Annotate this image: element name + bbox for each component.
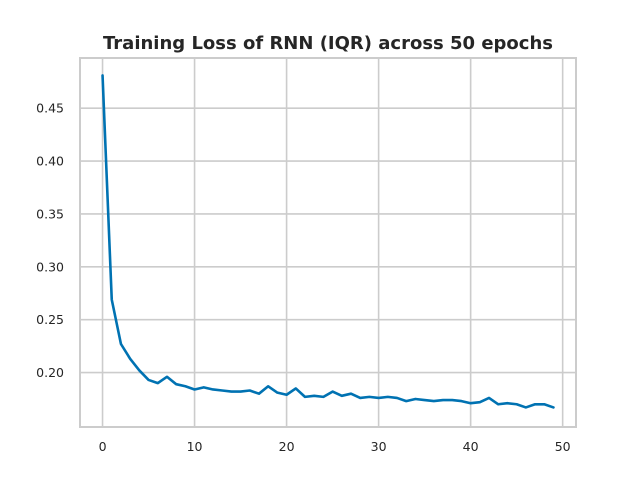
plot-frame (79, 57, 577, 428)
x-tick-label-40: 40 (463, 439, 479, 454)
x-tick-label-30: 30 (371, 439, 387, 454)
y-tick-label-0.40: 0.40 (36, 154, 64, 169)
x-tick-label-10: 10 (187, 439, 203, 454)
y-tick-label-0.45: 0.45 (36, 101, 64, 116)
grid (80, 58, 576, 427)
series-layer (101, 74, 555, 409)
x-tick-label-20: 20 (279, 439, 295, 454)
y-tick-label-0.35: 0.35 (36, 206, 64, 221)
y-tick-label-0.20: 0.20 (36, 365, 64, 380)
tick-labels: 0 10 20 30 40 50 0.20 0.25 0.30 0.35 0.40 0.45 (36, 101, 571, 454)
y-tick-label-0.25: 0.25 (36, 312, 64, 327)
x-tick-label-50: 50 (555, 439, 571, 454)
series-line-0 (101, 74, 555, 409)
x-tick-label-0: 0 (99, 439, 107, 454)
y-tick-label-0.30: 0.30 (36, 259, 64, 274)
chart-title: Training Loss of RNN (IQR) across 50 epo… (103, 33, 553, 54)
